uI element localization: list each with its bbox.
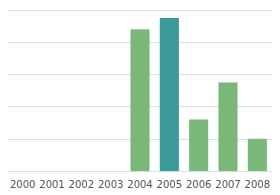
svg-text:2007: 2007 xyxy=(215,179,240,190)
svg-text:2004: 2004 xyxy=(127,179,152,190)
svg-text:2001: 2001 xyxy=(39,179,64,190)
svg-text:2008: 2008 xyxy=(245,179,270,190)
svg-text:2006: 2006 xyxy=(186,179,211,190)
svg-text:2002: 2002 xyxy=(69,179,94,190)
svg-text:2000: 2000 xyxy=(10,179,35,190)
svg-text:2003: 2003 xyxy=(98,179,123,190)
svg-text:2005: 2005 xyxy=(157,179,182,190)
